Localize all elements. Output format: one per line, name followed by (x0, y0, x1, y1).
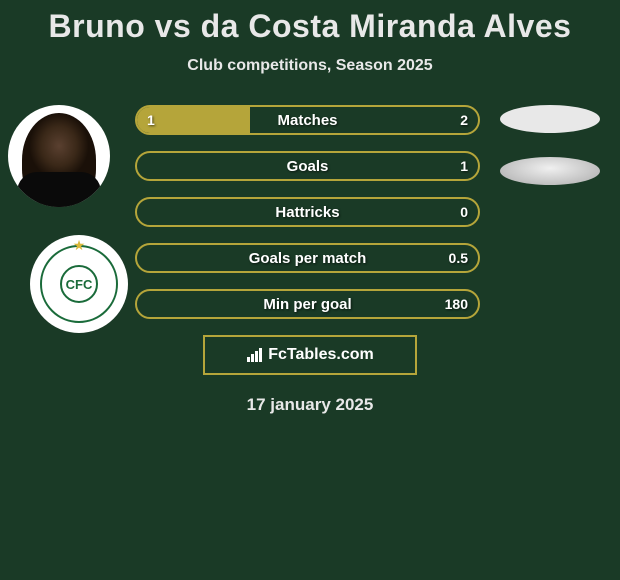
stat-value-right: 0.5 (449, 245, 468, 271)
page-title: Bruno vs da Costa Miranda Alves (0, 0, 620, 45)
brand-text: FcTables.com (268, 346, 374, 364)
page-subtitle: Club competitions, Season 2025 (0, 57, 620, 75)
player-left-avatar (8, 105, 110, 207)
footer-date: 17 january 2025 (0, 395, 620, 415)
stat-row: Goals1 (135, 151, 480, 181)
stat-value-right: 1 (460, 153, 468, 179)
stat-value-right: 180 (445, 291, 468, 317)
stat-label: Min per goal (137, 291, 478, 317)
avatar-face-icon (22, 113, 96, 207)
comparison-content: ★ CFC 1Matches2Goals1Hattricks0Goals per… (0, 105, 620, 319)
bar-chart-icon (246, 348, 264, 362)
stat-label: Matches (137, 107, 478, 133)
stat-row: Goals per match0.5 (135, 243, 480, 273)
star-icon: ★ (73, 237, 86, 254)
stat-label: Hattricks (137, 199, 478, 225)
oval-placeholder (500, 157, 600, 185)
stat-row: 1Matches2 (135, 105, 480, 135)
brand-box: FcTables.com (203, 335, 417, 375)
stat-row: Min per goal180 (135, 289, 480, 319)
badge-ring-icon: ★ CFC (40, 245, 118, 323)
badge-text: CFC (60, 265, 98, 303)
stat-label: Goals per match (137, 245, 478, 271)
stat-bars: 1Matches2Goals1Hattricks0Goals per match… (135, 105, 480, 319)
stat-value-right: 0 (460, 199, 468, 225)
left-avatars: ★ CFC (8, 105, 118, 229)
stat-row: Hattricks0 (135, 197, 480, 227)
right-ovals (500, 105, 600, 209)
stat-value-right: 2 (460, 107, 468, 133)
player-right-badge: ★ CFC (30, 235, 128, 333)
stat-label: Goals (137, 153, 478, 179)
oval-placeholder (500, 105, 600, 133)
